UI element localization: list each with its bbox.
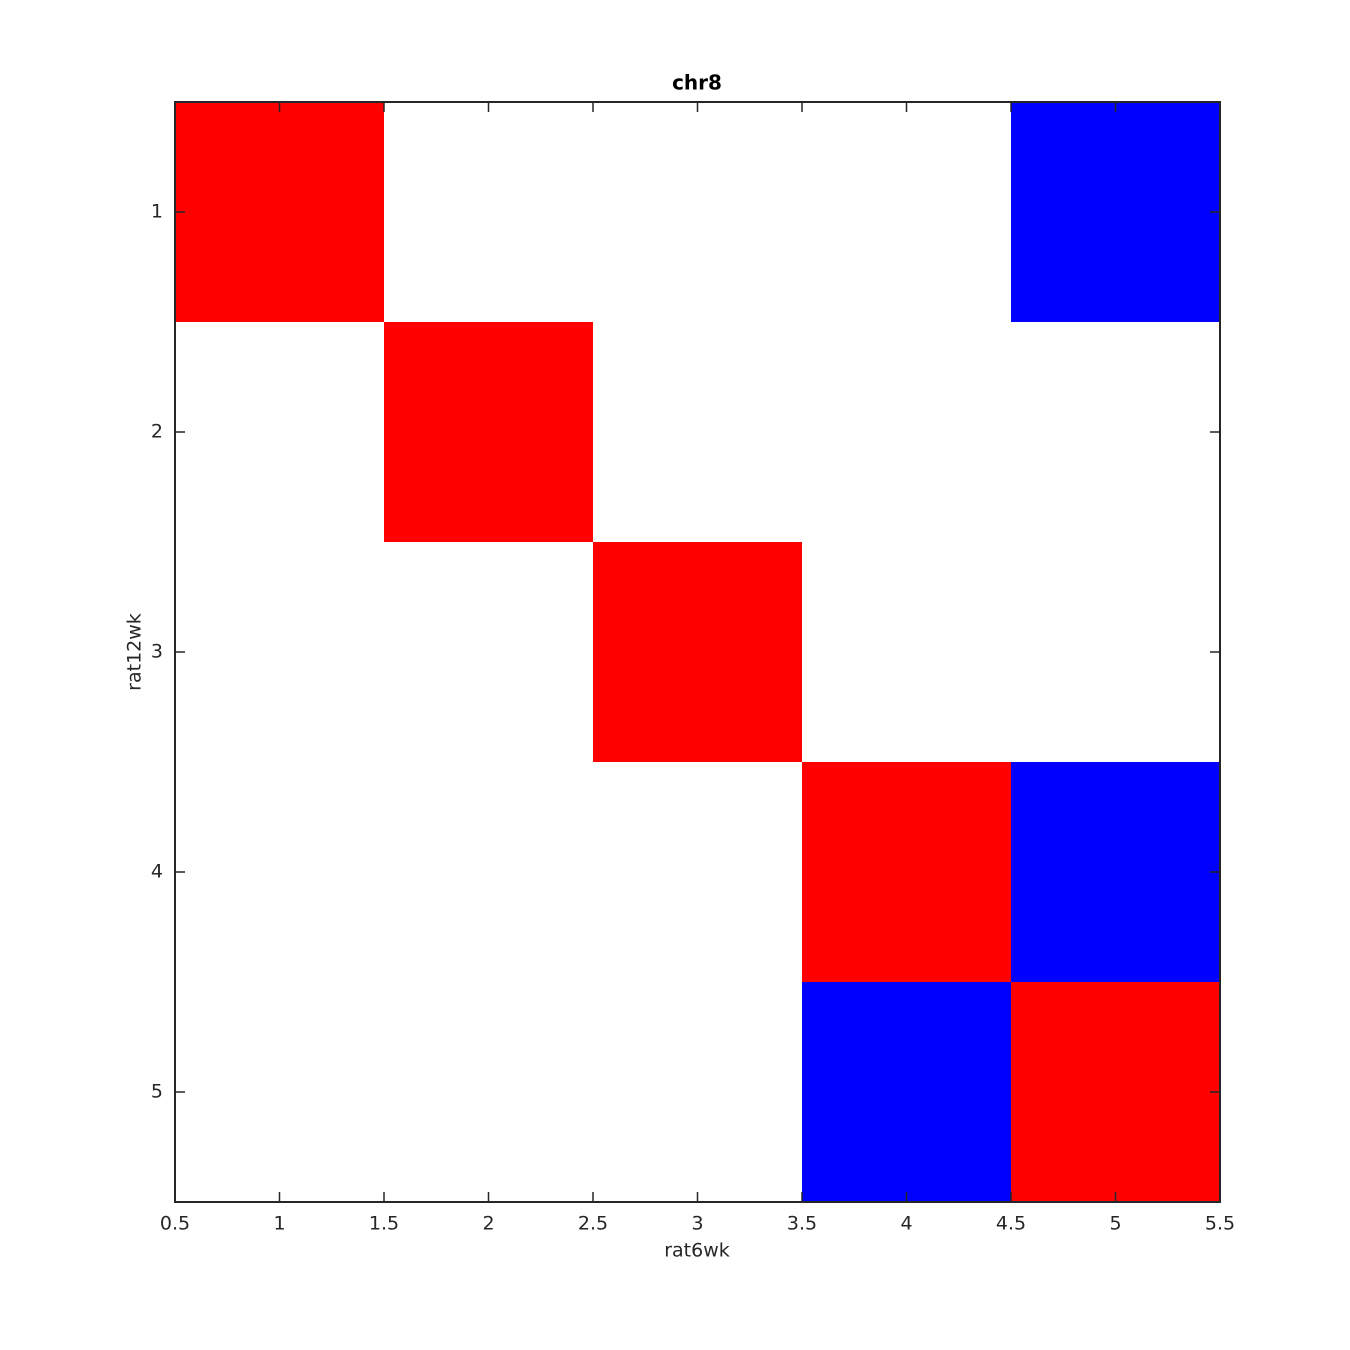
heatmap-cell [802, 982, 1011, 1202]
x-tick-label: 2.5 [578, 1213, 608, 1235]
y-tick-label: 1 [151, 201, 163, 223]
heatmap-cell [1011, 982, 1220, 1202]
heatmap-cell [175, 982, 384, 1202]
heatmap-cell [802, 762, 1011, 982]
heatmap-cell [593, 542, 802, 762]
heatmap-cell [384, 542, 593, 762]
heatmap-cell [593, 322, 802, 542]
heatmap-cell [1011, 102, 1220, 322]
x-tick-label: 3.5 [787, 1213, 817, 1235]
x-tick-label: 1 [273, 1213, 285, 1235]
heatmap-cell [1011, 322, 1220, 542]
heatmap-cell [1011, 542, 1220, 762]
x-tick-label: 5 [1109, 1213, 1121, 1235]
x-tick-label: 4 [900, 1213, 912, 1235]
heatmap-cell [175, 102, 384, 322]
x-tick-label: 4.5 [996, 1213, 1026, 1235]
heatmap-cell [384, 982, 593, 1202]
heatmap-cell [175, 542, 384, 762]
x-tick-label: 0.5 [160, 1213, 190, 1235]
y-tick-label: 3 [151, 641, 163, 663]
heatmap-cell [802, 322, 1011, 542]
heatmap-cell [802, 102, 1011, 322]
x-tick-label: 3 [691, 1213, 703, 1235]
y-tick-label: 2 [151, 421, 163, 443]
x-tick-label: 1.5 [369, 1213, 399, 1235]
heatmap-cell [593, 102, 802, 322]
heatmap-cell [593, 982, 802, 1202]
y-axis-label: rat12wk [124, 613, 146, 691]
heatmap-cell [384, 762, 593, 982]
cells [175, 102, 1220, 1202]
y-tick-label: 4 [151, 861, 163, 883]
heatmap-cell [175, 322, 384, 542]
x-tick-label: 5.5 [1205, 1213, 1235, 1235]
x-tick-label: 2 [482, 1213, 494, 1235]
heatmap-cell [802, 542, 1011, 762]
x-axis-label: rat6wk [664, 1240, 730, 1262]
y-tick-label: 5 [151, 1081, 163, 1103]
heatmap-cell [384, 102, 593, 322]
heatmap-cell [175, 762, 384, 982]
heatmap-cell [593, 762, 802, 982]
chart-title: chr8 [672, 71, 722, 95]
heatmap-cell [384, 322, 593, 542]
heatmap-cell [1011, 762, 1220, 982]
